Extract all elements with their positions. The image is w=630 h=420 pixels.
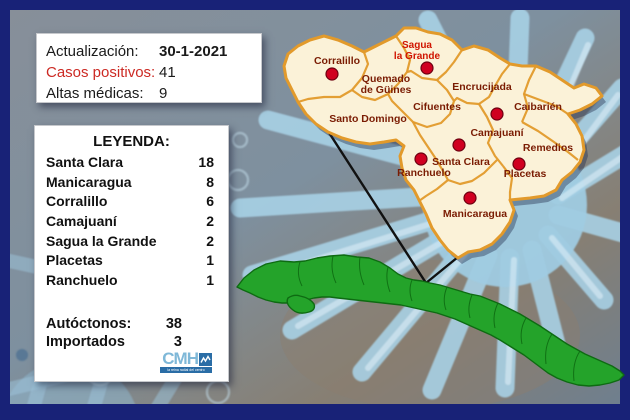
legend-row: Santa Clara 18 xyxy=(46,152,214,172)
case-dot-placetas xyxy=(512,157,526,171)
legend-item-name: Corralillo xyxy=(46,193,108,210)
update-box: Actualización: 30-1-2021 Casos positivos… xyxy=(36,33,262,103)
label-caibarien: Caibarién xyxy=(514,101,562,113)
cmhw-logo-tagline: la reina radial del centro xyxy=(160,367,212,373)
legend-item-value: 1 xyxy=(206,252,214,269)
province-outline xyxy=(282,26,604,260)
label-camajuani: Camajuaní xyxy=(470,127,524,139)
positives-label: Casos positivos: xyxy=(46,64,156,81)
legend-item-name: Camajuaní xyxy=(46,212,117,229)
label-placetas: Placetas xyxy=(504,168,547,180)
legend-item-name: Placetas xyxy=(46,252,103,269)
label-santa-clara: Santa Clara xyxy=(432,156,490,168)
label-cifuentes: Cifuentes xyxy=(413,101,461,113)
autochthonous-label: Autóctonos: xyxy=(46,315,132,332)
legend-item-value: 18 xyxy=(198,153,214,170)
label-sagua-line2: la Grande xyxy=(394,51,441,62)
case-dot-corralillo xyxy=(325,67,339,81)
legend-row: Ranchuelo 1 xyxy=(46,270,214,290)
autochthonous-value: 38 xyxy=(165,315,182,332)
legend-item-value: 8 xyxy=(206,173,214,190)
cmhw-logo-text: CMH xyxy=(162,349,199,368)
case-dot-santa-clara xyxy=(452,138,466,152)
case-dot-sagua-la-grande xyxy=(420,61,434,75)
case-dot-camajuani xyxy=(490,107,504,121)
case-dot-manicaragua xyxy=(463,191,477,205)
cuba-map xyxy=(236,254,625,387)
municipality-borders xyxy=(297,35,579,202)
case-dots xyxy=(325,61,526,205)
label-quemado-line2: de Güines xyxy=(361,84,412,96)
isla-de-la-juventud xyxy=(286,294,316,314)
update-label: Actualización: xyxy=(46,43,139,60)
legend-row: Corralillo 6 xyxy=(46,191,214,211)
autochthonous-row: Autóctonos: 38 xyxy=(46,315,228,333)
legend-item-value: 2 xyxy=(206,212,214,229)
case-dot-ranchuelo xyxy=(414,152,428,166)
legend-item-name: Manicaragua xyxy=(46,173,132,190)
legend-item-value: 1 xyxy=(206,271,214,288)
legend-item-name: Ranchuelo xyxy=(46,271,118,288)
legend-item-name: Santa Clara xyxy=(46,153,124,170)
label-quemado-line1: Quemado xyxy=(362,73,410,85)
imported-value: 3 xyxy=(173,333,182,350)
discharges-label: Altas médicas: xyxy=(46,85,144,102)
label-remedios: Remedios xyxy=(523,142,573,154)
municipality-labels: Corralillo Sagua la Grande Quemado de Gü… xyxy=(314,40,573,220)
positives-row: Casos positivos: 41 xyxy=(46,62,261,83)
discharges-row: Altas médicas: 9 xyxy=(46,83,261,104)
discharges-value: 9 xyxy=(159,85,168,102)
imported-row: Importados 3 xyxy=(46,333,228,351)
label-corralillo: Corralillo xyxy=(314,55,360,67)
legend-item-value: 6 xyxy=(206,193,214,210)
update-row: Actualización: 30-1-2021 xyxy=(46,41,261,62)
update-value: 30-1-2021 xyxy=(159,43,228,60)
villa-clara-map: Corralillo Sagua la Grande Quemado de Gü… xyxy=(282,26,606,264)
legend-row: Sagua la Grande 2 xyxy=(46,231,214,251)
legend-title: LEYENDA: xyxy=(93,133,170,150)
imported-label: Importados xyxy=(46,333,125,350)
label-manicaragua: Manicaragua xyxy=(443,208,507,220)
cuba-province-borders xyxy=(297,255,581,382)
legend-row: Placetas 1 xyxy=(46,250,214,270)
cuba-mainland xyxy=(236,254,625,387)
label-santo-domingo: Santo Domingo xyxy=(329,113,407,125)
connector-line-right xyxy=(425,256,459,284)
label-encrucijada: Encrucijada xyxy=(452,81,512,93)
label-ranchuelo: Ranchuelo xyxy=(397,167,451,179)
legend-box: LEYENDA: Santa Clara 18 Manicaragua 8 Co… xyxy=(34,125,229,382)
legend-item-name: Sagua la Grande xyxy=(46,232,157,249)
positives-value: 41 xyxy=(159,64,176,81)
cmhw-logo: CMH la reina radial del centro xyxy=(160,349,212,373)
legend-row: Manicaragua 8 xyxy=(46,172,214,192)
legend-row: Camajuaní 2 xyxy=(46,211,214,231)
label-sagua-line1: Sagua xyxy=(402,40,432,51)
legend-item-value: 2 xyxy=(206,232,214,249)
cmhw-wave-icon xyxy=(199,353,212,366)
